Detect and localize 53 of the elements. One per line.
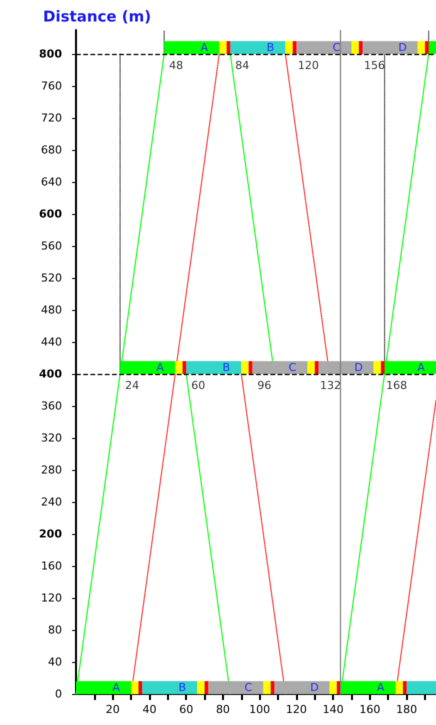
x-tick-label: 20: [106, 703, 120, 716]
data-label: B: [266, 41, 274, 54]
data-label: D: [310, 681, 319, 694]
y-tick-label: 240: [41, 496, 62, 508]
annotation: 84: [235, 59, 250, 72]
y-tick-label: 280: [41, 464, 62, 476]
x-tick-label: 140: [322, 703, 344, 716]
y-tick-label: 160: [41, 560, 62, 572]
data-label: A: [156, 361, 164, 374]
data-label: D: [398, 41, 407, 54]
y-tick-label: 400: [39, 368, 62, 380]
y-tick-label: 200: [39, 528, 62, 540]
y-tick-label: 600: [39, 208, 62, 220]
y-tick-label: 640: [41, 176, 62, 188]
y-tick-label: 680: [41, 144, 62, 156]
data-label: A: [376, 681, 385, 694]
x-tick-label: 180: [396, 703, 418, 716]
y-tick-label: 720: [41, 112, 62, 124]
data-label: A: [112, 681, 120, 694]
annotation: 48: [169, 59, 184, 72]
y-tick-label: 520: [41, 272, 62, 284]
y-tick-label: 80: [48, 624, 62, 636]
y-tick-label: 760: [41, 80, 62, 92]
y-tick-label: 800: [39, 48, 62, 60]
data-label: D: [354, 361, 363, 374]
annotation: 60: [191, 379, 206, 392]
x-tick-label: 40: [142, 703, 156, 716]
x-tick-label: 160: [359, 703, 380, 716]
annotation: 96: [257, 379, 272, 392]
y-tick-label: 560: [41, 240, 62, 252]
data-label: C: [244, 681, 253, 694]
x-tick-label: 100: [249, 703, 270, 716]
y-tick-label: 480: [41, 304, 62, 316]
data-label: A: [200, 41, 208, 54]
y-tick-label: 120: [41, 592, 62, 604]
data-label: A: [417, 361, 426, 374]
y-tick-label: 0: [55, 688, 62, 700]
y-tick-label: 360: [41, 400, 62, 412]
y-axis-title: Distance (m): [43, 8, 152, 26]
y-tick-label: 320: [41, 432, 62, 444]
y-tick-label: 40: [48, 656, 62, 668]
y-tick-label: 440: [41, 336, 62, 348]
annotation: 168: [386, 379, 408, 392]
annotation: 24: [125, 379, 140, 392]
data-label: C: [288, 361, 297, 374]
x-tick-label: 80: [216, 703, 230, 716]
annotation: 120: [298, 59, 319, 72]
x-tick-label: 120: [286, 703, 307, 716]
data-label: C: [332, 41, 341, 54]
annotation: 132: [320, 379, 341, 392]
data-label: B: [178, 681, 186, 694]
x-tick-label: 60: [179, 703, 194, 716]
data-label: B: [222, 361, 230, 374]
